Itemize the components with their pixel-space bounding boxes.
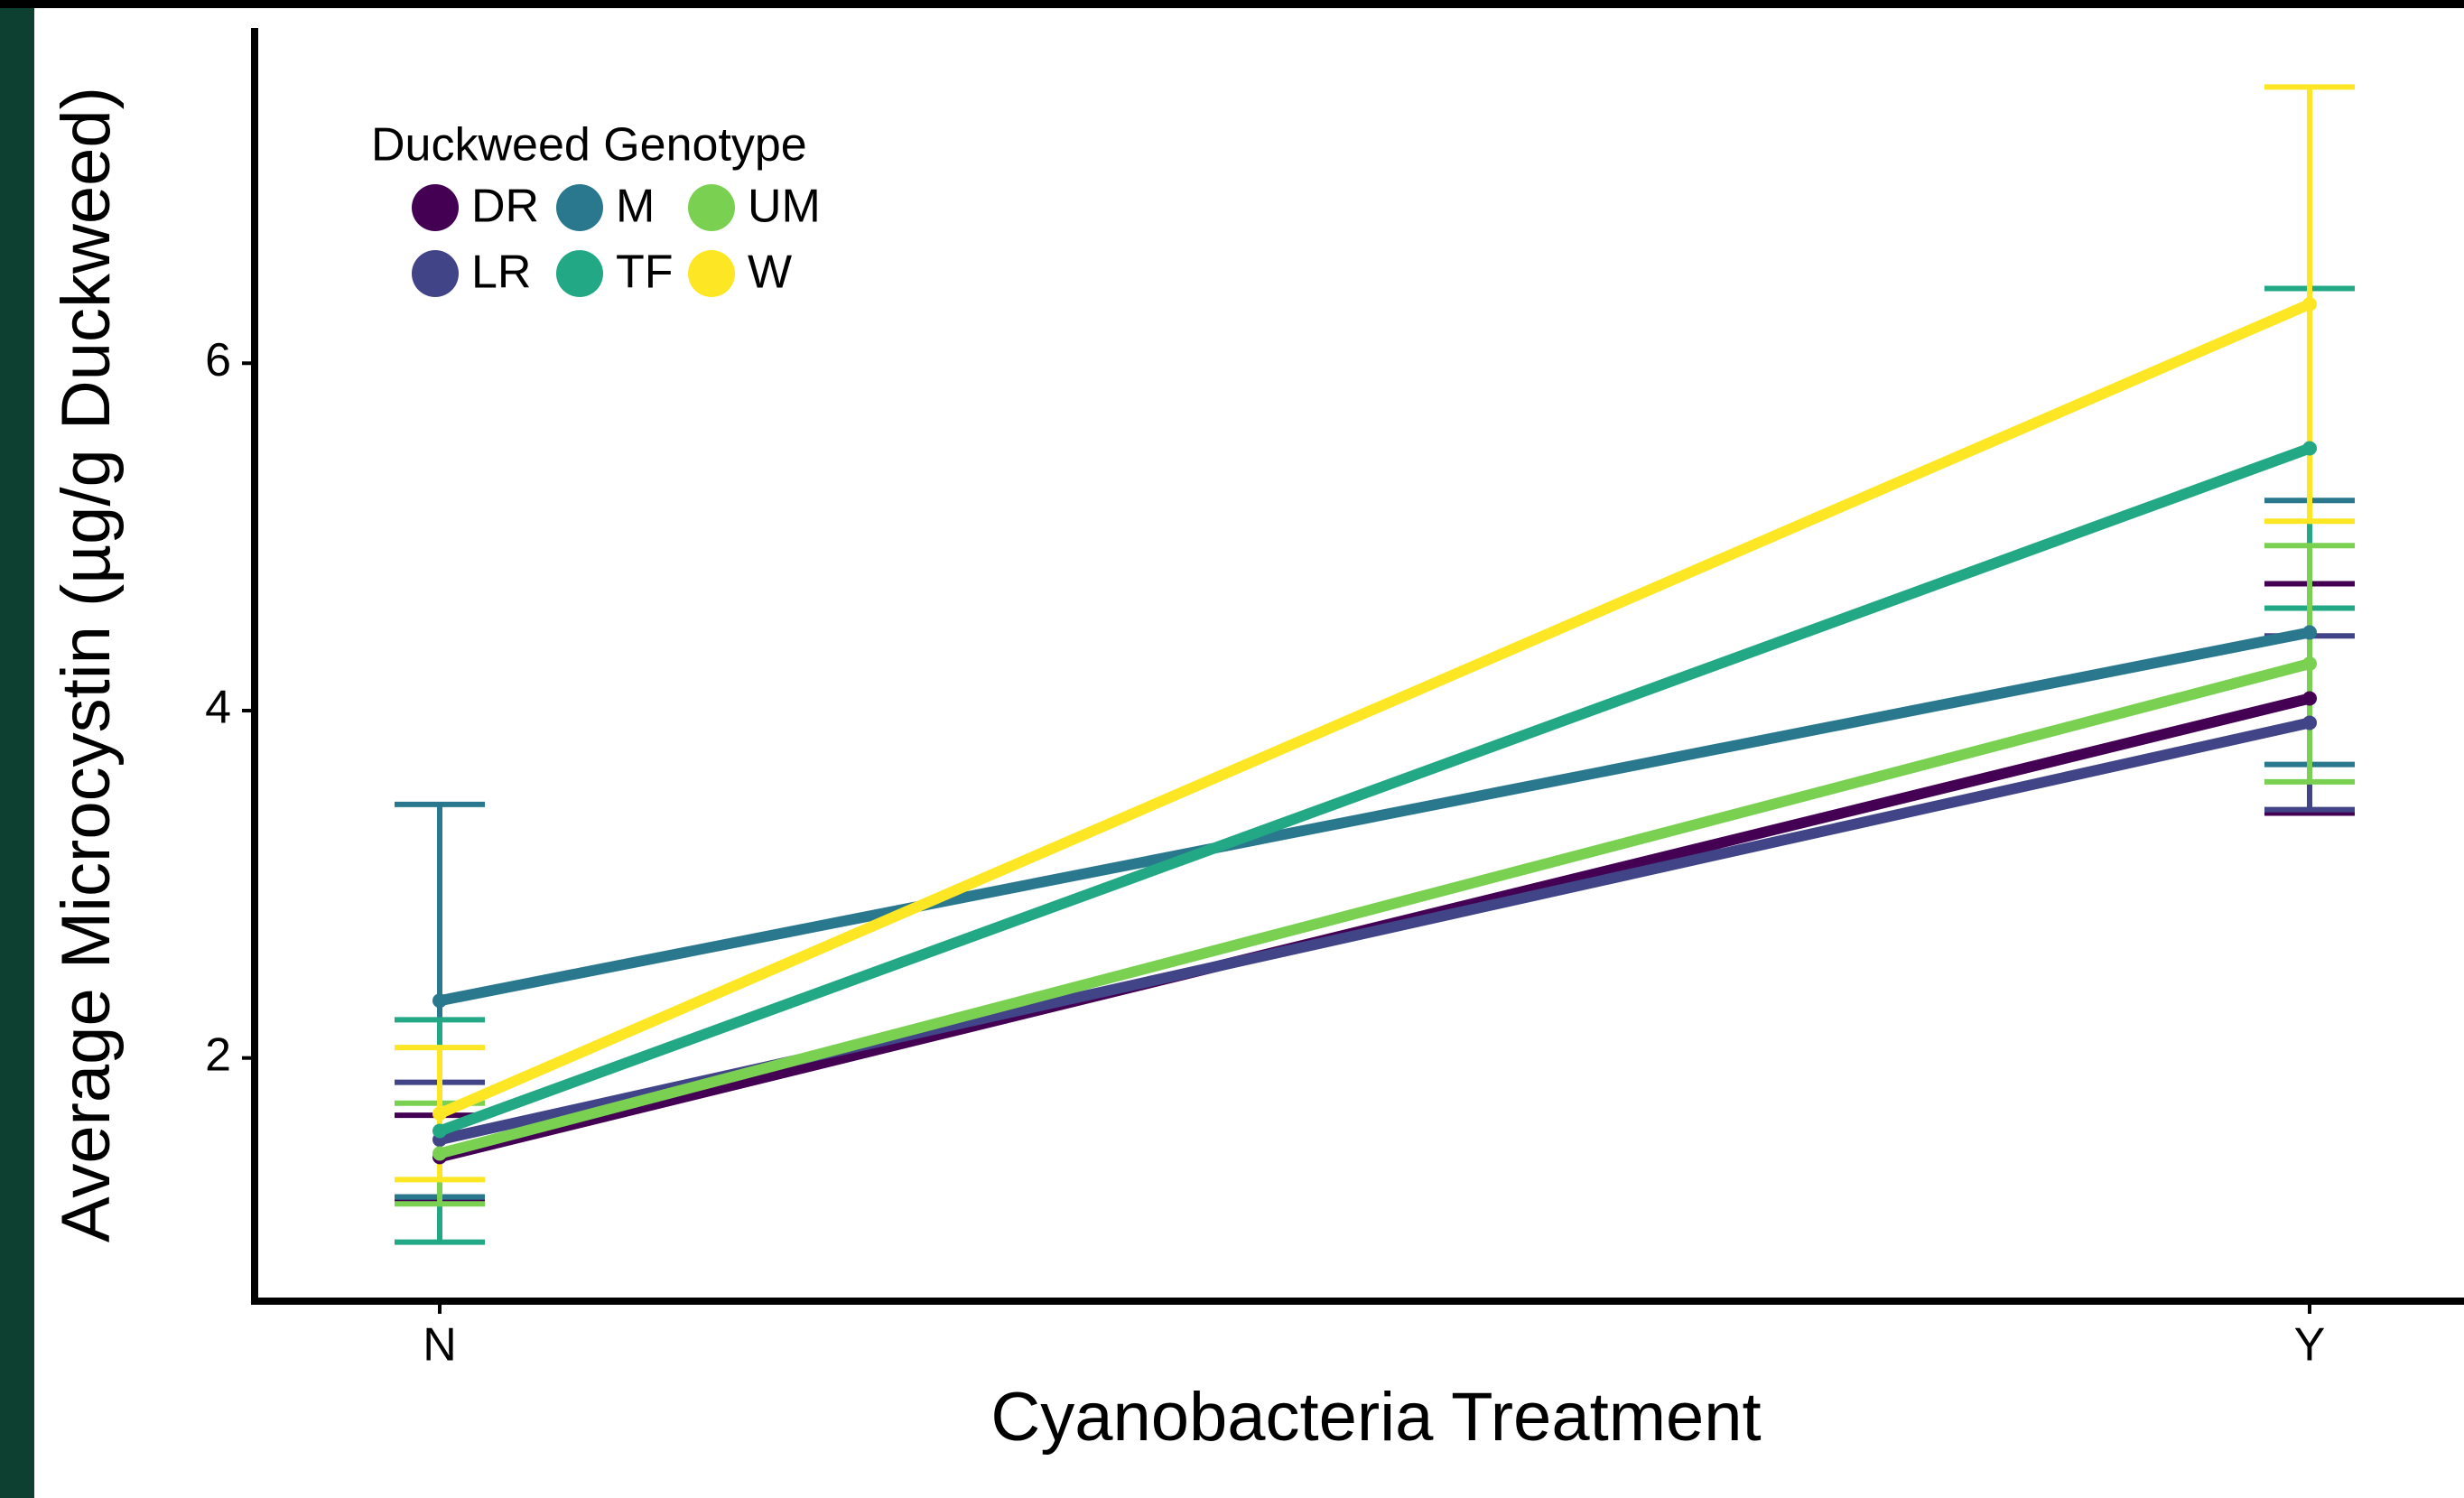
y-tick-label: 2 (205, 1028, 231, 1081)
x-tick-label: N (423, 1319, 457, 1372)
y-axis-title: Average Microcystin (µg/g Duckweed) (48, 87, 125, 1242)
legend-swatch (556, 250, 603, 297)
legend-label: LR (471, 247, 531, 299)
point (432, 1146, 447, 1161)
x-axis-title: Cyanobacteria Treatment (990, 1379, 1761, 1456)
point (432, 993, 447, 1009)
legend-label: UM (748, 181, 821, 233)
legend-swatch (688, 250, 735, 297)
series-line (434, 627, 2315, 1007)
point (2302, 715, 2317, 730)
point (2302, 441, 2317, 456)
legend-swatch (556, 184, 603, 231)
legend-swatch (688, 184, 735, 231)
point (2302, 625, 2317, 640)
legend-swatch (412, 250, 459, 297)
series-line (434, 298, 2315, 1120)
y-tick-label: 6 (205, 334, 231, 386)
legend-title: Duckweed Genotype (371, 119, 807, 172)
point (432, 1106, 447, 1121)
x-tick-label: Y (2294, 1319, 2326, 1372)
left-strip (0, 0, 34, 1498)
legend-label: M (616, 181, 655, 233)
series-line (434, 658, 2315, 1159)
point (2302, 656, 2317, 672)
point (2302, 691, 2317, 706)
point (432, 1123, 447, 1139)
top-strip (0, 0, 2464, 8)
y-tick-label: 4 (205, 682, 231, 734)
series-line (434, 442, 2315, 1137)
legend-label: W (748, 247, 792, 299)
point (2302, 296, 2317, 312)
legend-swatch (412, 184, 459, 231)
legend-label: DR (471, 181, 539, 233)
legend-label: TF (616, 247, 674, 299)
